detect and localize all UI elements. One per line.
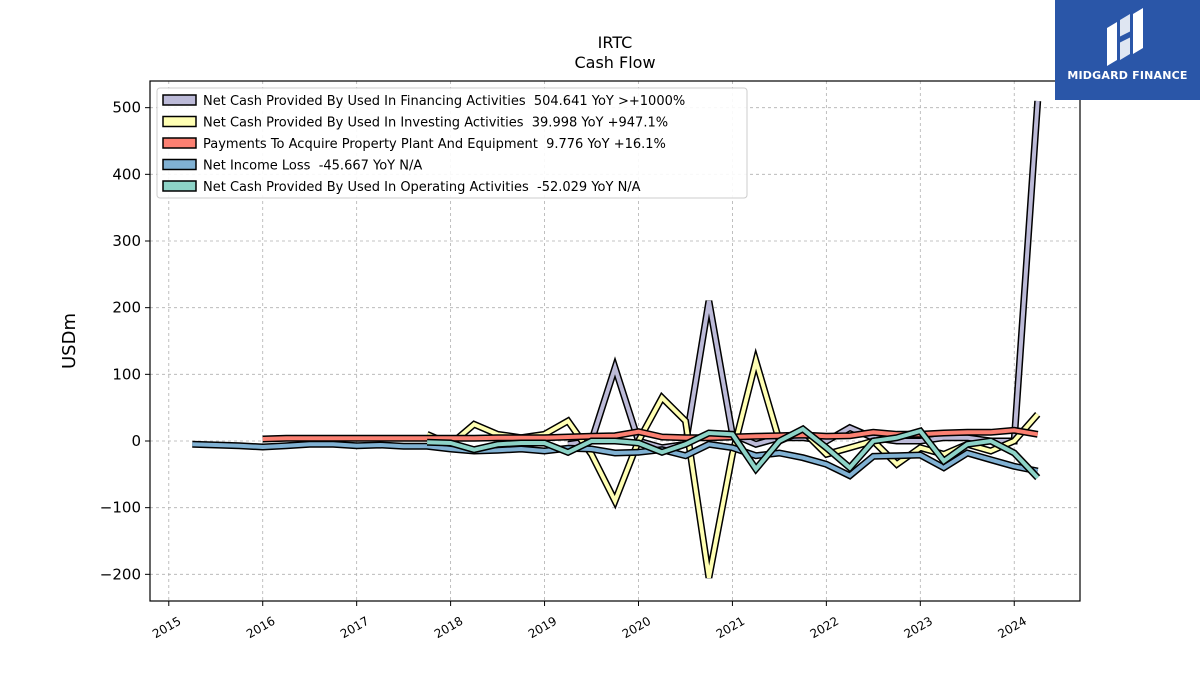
legend-box: [156, 87, 748, 199]
y-tick-label: 200: [112, 299, 141, 317]
x-tick-label: 2015: [150, 614, 183, 641]
x-tick-label: 2019: [526, 614, 559, 641]
series-line-outline: [192, 440, 1039, 480]
brand-logo: MIDGARD FINANCE: [1055, 0, 1200, 100]
y-axis-label: USDm: [59, 313, 80, 369]
x-tick-label: 2021: [714, 614, 747, 641]
series-4: [192, 440, 1039, 480]
y-tick-label: 300: [112, 232, 141, 250]
y-tick-label: 0: [131, 432, 141, 450]
legend-swatch: [162, 180, 197, 192]
x-tick-label: 2016: [244, 614, 277, 641]
y-tick-label: 500: [112, 99, 141, 117]
chart-title: IRTC: [598, 33, 633, 52]
series-layer: [192, 100, 1042, 579]
legend: Net Cash Provided By Used In Financing A…: [156, 87, 748, 199]
legend-label: Net Cash Provided By Used In Investing A…: [203, 116, 668, 131]
x-tick-label: 2020: [620, 614, 653, 641]
x-tick-label: 2024: [996, 614, 1029, 641]
y-tick-label: 400: [112, 165, 141, 183]
legend-label: Net Cash Provided By Used In Operating A…: [203, 180, 641, 195]
y-tick-label: −200: [100, 565, 141, 583]
legend-swatch: [162, 115, 197, 128]
legend-swatch: [162, 137, 197, 149]
y-tick-label: 100: [112, 365, 141, 383]
legend-swatch: [162, 94, 197, 106]
legend-swatch: [162, 158, 197, 171]
x-tick-label: 2022: [808, 614, 841, 641]
midgard-logo-icon: [1107, 8, 1143, 66]
series-5: [426, 424, 1041, 481]
y-tick-label: −100: [100, 499, 141, 517]
x-tick-label: 2023: [902, 614, 935, 641]
legend-label: Net Income Loss -45.667 YoY N/A: [203, 159, 422, 174]
legend-label: Net Cash Provided By Used In Financing A…: [203, 94, 685, 109]
x-tick-label: 2018: [432, 614, 465, 641]
brand-name: MIDGARD FINANCE: [1067, 69, 1188, 82]
chart-subtitle: Cash Flow: [574, 53, 655, 72]
x-tick-label: 2017: [338, 614, 371, 641]
series-line: [192, 442, 1039, 479]
legend-label: Payments To Acquire Property Plant And E…: [203, 137, 666, 152]
plot-frame: [149, 80, 1081, 602]
series-line: [427, 426, 1040, 480]
